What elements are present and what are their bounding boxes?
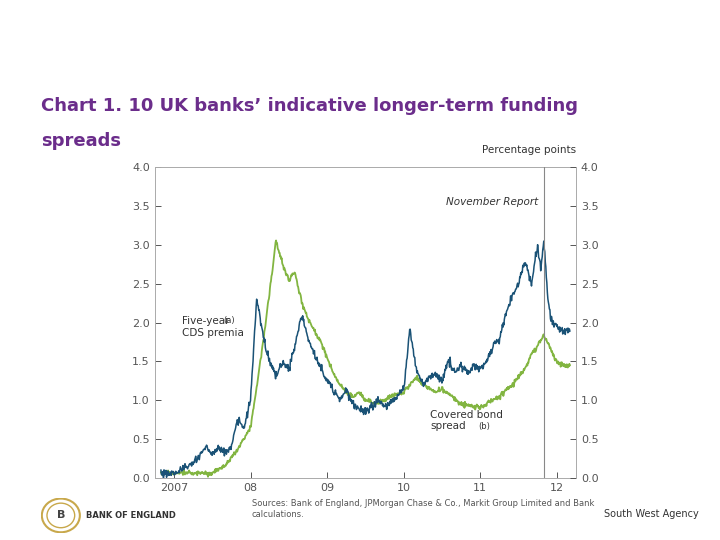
Text: Chart 1. 10 UK banks’ indicative longer-term funding: Chart 1. 10 UK banks’ indicative longer-…	[41, 97, 578, 115]
Text: Sources: Bank of England, JPMorgan Chase & Co., Markit Group Limited and Bank
ca: Sources: Bank of England, JPMorgan Chase…	[252, 498, 595, 519]
Text: (a): (a)	[224, 316, 235, 326]
Text: Covered bond
spread: Covered bond spread	[431, 409, 503, 431]
Text: spreads: spreads	[41, 132, 121, 150]
Text: B: B	[57, 510, 65, 521]
Text: South West Agency: South West Agency	[603, 509, 698, 519]
Text: (b): (b)	[479, 422, 490, 431]
Text: Percentage points: Percentage points	[482, 145, 576, 155]
Text: November Report: November Report	[446, 197, 539, 207]
Text: BANK OF ENGLAND: BANK OF ENGLAND	[86, 511, 176, 520]
Text: Five-year
CDS premia: Five-year CDS premia	[181, 316, 243, 338]
